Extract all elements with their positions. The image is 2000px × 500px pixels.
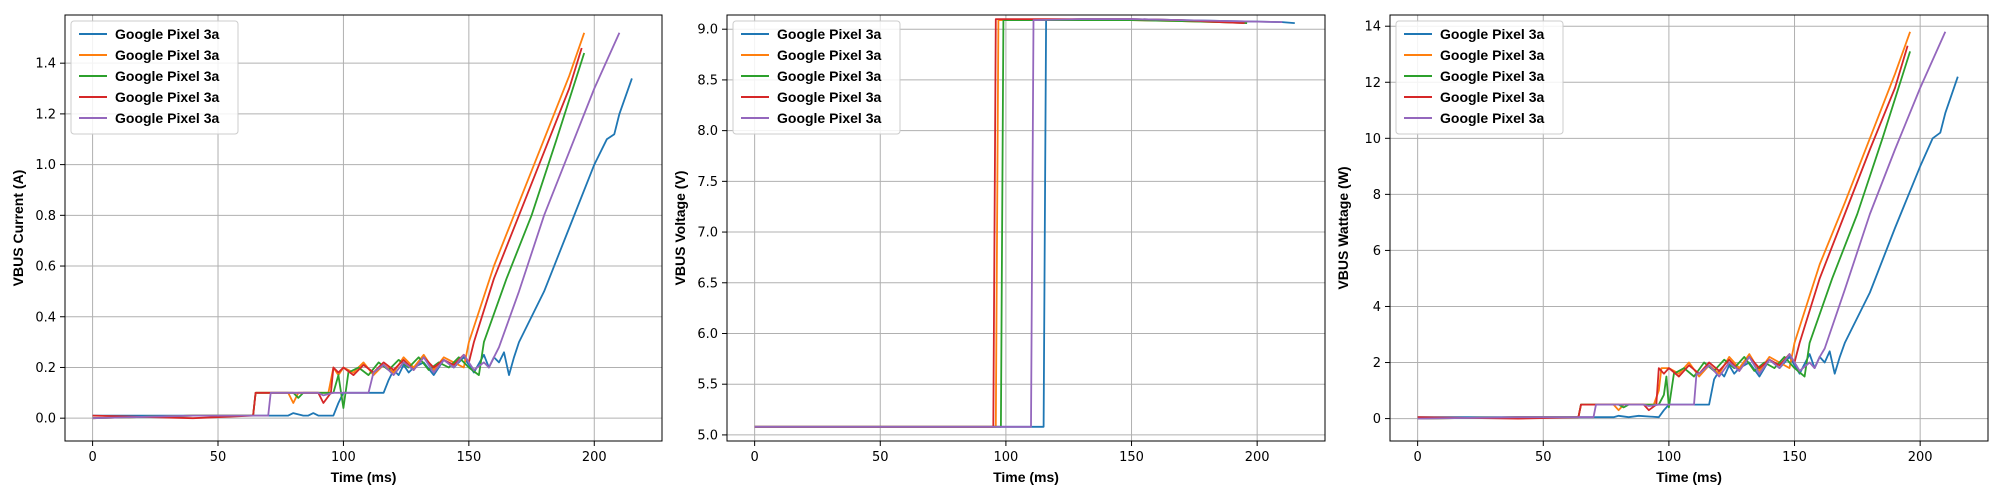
y-tick-label: 10 <box>1364 132 1381 147</box>
x-tick-label: 150 <box>1119 450 1144 465</box>
x-tick-label: 0 <box>750 450 758 465</box>
x-tick-label: 50 <box>1535 450 1552 465</box>
y-tick-label: 7.5 <box>697 175 718 190</box>
legend-label-3: Google Pixel 3a <box>115 68 219 84</box>
x-tick-label: 150 <box>456 450 481 465</box>
y-tick-label: 8 <box>1373 188 1381 203</box>
y-tick-label: 0.4 <box>35 310 56 325</box>
y-tick-label: 0 <box>1373 412 1381 427</box>
legend-label-2: Google Pixel 3a <box>1440 47 1544 63</box>
y-tick-label: 2 <box>1373 356 1381 371</box>
legend: Google Pixel 3a Google Pixel 3a Google Pix… <box>732 20 901 135</box>
y-tick-label: 9.0 <box>697 23 718 38</box>
wattage-chart-panel: 0 50 100 150 200 0 2 4 6 8 10 12 14 Time (ms) VBUS Wat… <box>1335 14 1989 485</box>
y-tick-label: 8.5 <box>697 73 718 88</box>
x-tick-label: 100 <box>993 450 1018 465</box>
x-tick-label: 200 <box>582 450 607 465</box>
legend-box <box>1395 20 1564 135</box>
legend-label-2: Google Pixel 3a <box>777 47 881 63</box>
y-tick-label: 8.0 <box>697 124 718 139</box>
x-tick-label: 0 <box>1413 450 1421 465</box>
x-tick-label: 0 <box>88 450 96 465</box>
legend-label-5: Google Pixel 3a <box>777 110 881 126</box>
y-tick-label: 0.0 <box>35 412 56 427</box>
legend: Google Pixel 3a Google Pixel 3a Google Pix… <box>70 20 239 135</box>
legend-label-1: Google Pixel 3a <box>1440 26 1544 42</box>
y-tick-label: 4 <box>1373 300 1381 315</box>
legend: Google Pixel 3a Google Pixel 3a Google Pix… <box>1395 20 1564 135</box>
plot-frame <box>726 14 1326 442</box>
x-axis-label: Time (ms) <box>1656 469 1722 485</box>
y-axis-label: VBUS Voltage (V) <box>672 171 688 286</box>
legend-label-3: Google Pixel 3a <box>777 68 881 84</box>
legend-label-4: Google Pixel 3a <box>115 89 219 105</box>
legend-label-4: Google Pixel 3a <box>777 89 881 105</box>
y-tick-label: 5.5 <box>697 378 718 393</box>
x-tick-label: 100 <box>331 450 356 465</box>
y-tick-label: 12 <box>1364 76 1381 91</box>
series-line-1 <box>92 78 633 417</box>
y-tick-label: 7.0 <box>697 226 718 241</box>
current-chart-panel: 0 50 100 150 200 0.0 0.2 0.4 0.6 0.8 1.0 1.2 1.4 Time… <box>10 14 663 485</box>
series-line-5 <box>754 18 1283 428</box>
y-tick-label: 1.4 <box>35 57 56 72</box>
y-tick-label: 6.5 <box>697 276 718 291</box>
legend-label-5: Google Pixel 3a <box>1440 110 1544 126</box>
y-tick-label: 1.0 <box>35 158 56 173</box>
legend-label-5: Google Pixel 3a <box>115 110 219 126</box>
y-axis-label: VBUS Wattage (W) <box>1335 166 1351 289</box>
legend-label-1: Google Pixel 3a <box>115 26 219 42</box>
legend-label-1: Google Pixel 3a <box>777 26 881 42</box>
x-tick-label: 100 <box>1656 450 1681 465</box>
x-tick-label: 200 <box>1908 450 1933 465</box>
voltage-chart-panel: 0 50 100 150 200 5.0 5.5 6.0 6.5 7.0 7.5 8.0 8.5 9.0 T… <box>672 14 1326 485</box>
y-tick-label: 0.8 <box>35 209 56 224</box>
x-axis-label: Time (ms) <box>993 469 1059 485</box>
y-tick-label: 0.6 <box>35 260 56 275</box>
y-axis-label: VBUS Current (A) <box>10 170 26 287</box>
x-tick-label: 50 <box>872 450 889 465</box>
series-line-5 <box>1417 31 1947 420</box>
x-axis-label: Time (ms) <box>331 469 397 485</box>
series-line-5 <box>92 32 621 420</box>
y-tick-label: 6.0 <box>697 327 718 342</box>
legend-label-4: Google Pixel 3a <box>1440 89 1544 105</box>
legend-label-2: Google Pixel 3a <box>115 47 219 63</box>
plot-frame <box>1389 14 1989 442</box>
legend-label-3: Google Pixel 3a <box>1440 68 1544 84</box>
y-tick-label: 14 <box>1364 20 1381 35</box>
legend-box <box>70 20 239 135</box>
y-tick-label: 6 <box>1373 244 1381 259</box>
x-tick-label: 50 <box>210 450 227 465</box>
y-tick-label: 1.2 <box>35 107 56 122</box>
y-tick-label: 5.0 <box>697 428 718 443</box>
x-tick-label: 150 <box>1782 450 1807 465</box>
x-tick-label: 200 <box>1245 450 1270 465</box>
y-tick-label: 0.2 <box>35 361 56 376</box>
plot-frame <box>64 14 663 442</box>
series-line-3 <box>1417 51 1911 420</box>
legend-box <box>732 20 901 135</box>
